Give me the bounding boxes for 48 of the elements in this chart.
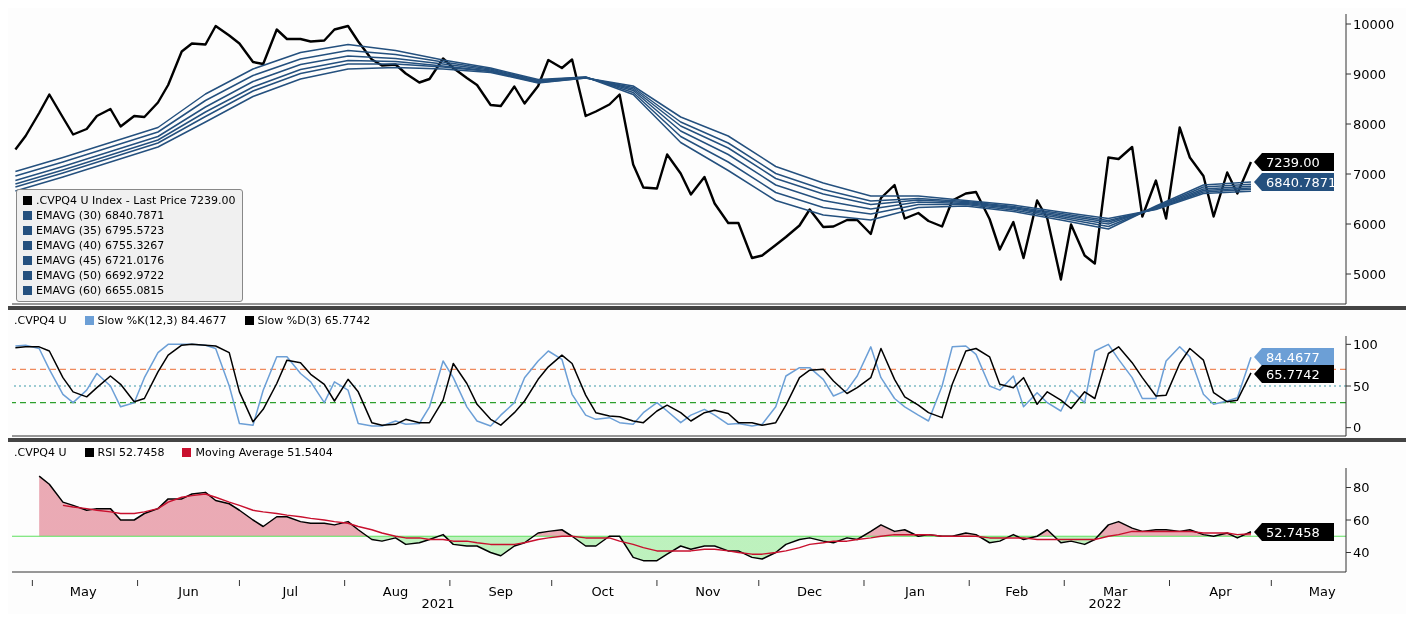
- text: 2022: [1087, 596, 1123, 611]
- callout-tag: 52.7458: [1253, 522, 1334, 541]
- legend-label: RSI 52.7458: [97, 445, 165, 459]
- x-tick-label: Jan: [903, 584, 925, 599]
- callout-tag: 84.4677: [1253, 348, 1334, 367]
- legend-label: EMAVG (50) 6692.9722: [36, 268, 165, 283]
- data-label: 84.4677: [1265, 349, 1320, 365]
- data-label: 52.7458: [1265, 524, 1320, 540]
- callout-tag: 7239.00: [1253, 153, 1334, 172]
- y-tick-label: 40: [1353, 545, 1370, 561]
- y-tick-label: 50: [1353, 378, 1370, 394]
- x-tick-label: Jun: [177, 584, 199, 599]
- legend-label: EMAVG (30) 6840.7871: [36, 208, 165, 223]
- legend-label: Slow %D(3) 65.7742: [257, 313, 371, 327]
- legend-label: EMAVG (40) 6755.3267: [36, 238, 165, 253]
- x-tick-label: Jul: [281, 584, 299, 599]
- legend-label: Moving Average 51.5404: [195, 445, 333, 459]
- x-tick-label: Dec: [797, 584, 823, 599]
- legend-label: .CVPQ4 U Index - Last Price 7239.00: [36, 193, 236, 208]
- legend-title: .CVPQ4 U: [14, 445, 67, 459]
- x-tick-label: Feb: [1005, 584, 1029, 599]
- y-tick-label: 80: [1353, 480, 1370, 496]
- callout-tag: 65.7742: [1253, 365, 1334, 384]
- x-tick-label: Apr: [1209, 584, 1233, 599]
- data-label: 65.7742: [1265, 366, 1320, 382]
- legend-label: EMAVG (35) 6795.5723: [36, 223, 165, 238]
- y-tick-label: 0: [1353, 420, 1362, 436]
- legend-label: Slow %K(12,3) 84.4677: [97, 313, 227, 327]
- y-tick-label: 100: [1353, 336, 1378, 352]
- x-tick-label: Mar: [1102, 584, 1129, 599]
- x-tick-label: Aug: [382, 584, 409, 599]
- y-tick-label: 5000: [1353, 266, 1387, 282]
- y-tick-label: 8000: [1353, 116, 1387, 132]
- x-tick-label: Sep: [488, 584, 514, 599]
- x-tick-label: May: [69, 584, 98, 599]
- text: 2021: [420, 596, 456, 611]
- legend-label: EMAVG (60) 6655.0815: [36, 283, 165, 298]
- x-tick-label: Oct: [591, 584, 614, 599]
- x-tick-label: May: [1308, 584, 1336, 599]
- y-tick-label: 10000: [1353, 16, 1395, 32]
- legend-label: EMAVG (45) 6721.0176: [36, 253, 165, 268]
- x-tick-label: Nov: [695, 584, 721, 599]
- data-label: 7239.00: [1265, 154, 1320, 170]
- legend-title: .CVPQ4 U: [14, 313, 67, 327]
- y-tick-label: 6000: [1353, 216, 1387, 232]
- y-tick-label: 60: [1353, 512, 1370, 528]
- y-tick-label: 7000: [1353, 166, 1387, 182]
- y-tick-label: 9000: [1353, 66, 1387, 82]
